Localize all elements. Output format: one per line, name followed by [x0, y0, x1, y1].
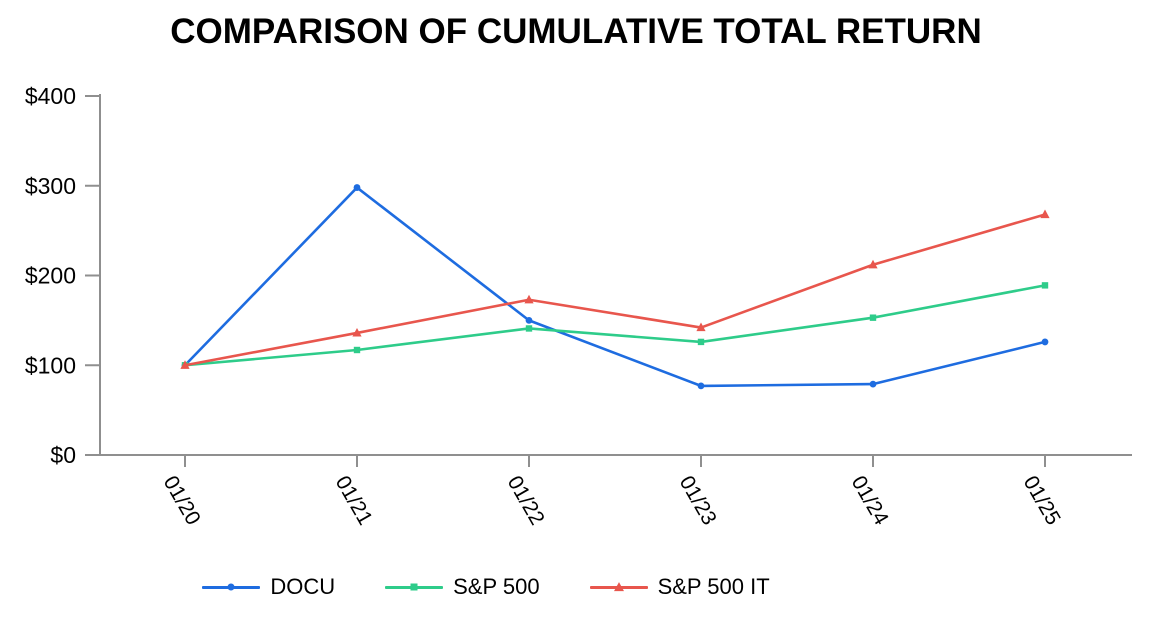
circle-marker-icon — [227, 583, 235, 591]
sp500-line-swatch — [385, 580, 444, 594]
legend-label: S&P 500 IT — [657, 574, 770, 599]
y-tick-label: $0 — [50, 442, 76, 468]
data-point-s-p-500-it — [868, 259, 878, 269]
x-tick-label: 01/21 — [331, 472, 377, 529]
data-point-docu — [1041, 338, 1049, 346]
legend-item-docu: DOCU — [202, 574, 335, 600]
series-line-docu — [183, 186, 1047, 388]
x-tick-label: 01/22 — [503, 472, 549, 529]
sp500it-line-swatch — [589, 580, 648, 594]
legend: DOCU S&P 500 S&P 500 IT — [0, 574, 1062, 600]
y-tick-label: $300 — [25, 173, 76, 199]
legend-item-sp500: S&P 500 — [385, 574, 540, 600]
docu-line-swatch — [202, 580, 261, 594]
data-point-docu — [525, 316, 533, 324]
data-point-s-p-500 — [697, 338, 705, 346]
legend-label: DOCU — [270, 574, 336, 599]
x-tick-label: 01/23 — [675, 472, 721, 529]
data-point-s-p-500-it — [180, 360, 190, 369]
y-tick-label: $100 — [25, 352, 76, 378]
data-point-docu — [869, 380, 877, 388]
data-point-s-p-500-it — [352, 327, 362, 337]
data-point-s-p-500-it — [696, 322, 706, 332]
data-point-s-p-500 — [869, 314, 877, 321]
x-tick-label: 01/25 — [1019, 472, 1065, 529]
square-marker-icon — [410, 583, 418, 591]
triangle-marker-icon — [613, 582, 624, 592]
data-point-s-p-500 — [525, 325, 533, 332]
y-tick-label: $400 — [25, 83, 76, 109]
series-line-s-p-500-it — [183, 213, 1047, 367]
data-point-s-p-500 — [353, 346, 361, 354]
data-point-s-p-500-it — [1040, 209, 1050, 219]
legend-label: S&P 500 — [453, 574, 540, 599]
y-tick-label: $200 — [25, 263, 76, 289]
data-point-docu — [697, 382, 705, 390]
chart-title: COMPARISON OF CUMULATIVE TOTAL RETURN — [170, 12, 982, 51]
series-line-s-p-500 — [183, 284, 1047, 367]
x-tick-label: 01/20 — [159, 472, 205, 529]
data-point-docu — [353, 184, 361, 191]
data-point-s-p-500 — [1041, 282, 1049, 289]
legend-item-sp500it: S&P 500 IT — [589, 574, 770, 600]
data-point-s-p-500-it — [524, 294, 534, 304]
x-tick-label: 01/24 — [847, 472, 893, 529]
